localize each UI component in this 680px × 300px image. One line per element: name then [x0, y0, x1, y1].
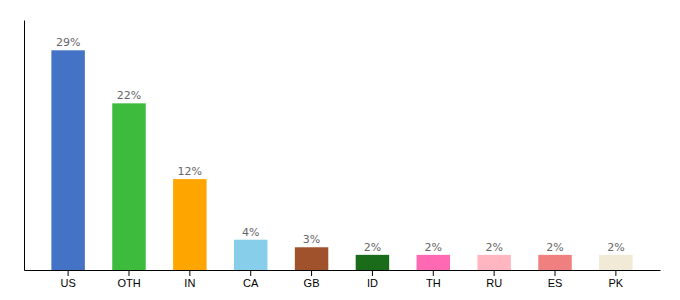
x-tick: ID [367, 270, 378, 289]
x-tick-label: RU [486, 277, 502, 289]
bar [538, 255, 571, 270]
x-tick: IN [184, 270, 195, 289]
x-tick: TH [426, 270, 441, 289]
x-tick: US [60, 270, 75, 289]
data-label: 2% [485, 241, 502, 254]
bar [51, 50, 84, 270]
bar [599, 255, 632, 270]
x-tick-mark [68, 270, 69, 276]
y-axis-line [24, 21, 25, 271]
bars [51, 50, 632, 270]
data-label: 29% [56, 36, 80, 49]
x-tick: ES [548, 270, 563, 289]
x-tick-label: ES [548, 277, 563, 289]
data-labels: 29% 22% 12% 4% 3% 2% 2% 2% 2% 2% [56, 36, 625, 254]
bar [173, 179, 206, 270]
x-axis-line [25, 270, 661, 271]
data-label: 12% [178, 165, 202, 178]
x-tick-mark [372, 270, 373, 276]
y-axis [24, 21, 25, 271]
data-label: 2% [546, 241, 563, 254]
x-tick-mark [189, 270, 190, 276]
data-label: 3% [303, 233, 320, 246]
bar [234, 240, 267, 270]
x-tick-mark [494, 270, 495, 276]
x-tick-label: GB [304, 277, 320, 289]
x-tick-mark [250, 270, 251, 276]
bar [356, 255, 389, 270]
chart: 29% 22% 12% 4% 3% 2% 2% 2% 2% 2% US OTH IN CA GB ID TH RU… [0, 0, 680, 300]
x-axis: US OTH IN CA GB ID TH RU ES PK [25, 270, 661, 289]
x-tick-label: US [60, 277, 75, 289]
x-tick-label: ID [367, 277, 378, 289]
x-tick-mark [615, 270, 616, 276]
x-tick: CA [243, 270, 259, 289]
bar [295, 247, 328, 270]
plot: 29% 22% 12% 4% 3% 2% 2% 2% 2% 2% US OTH IN CA GB ID TH RU… [25, 21, 661, 289]
x-tick: PK [609, 270, 624, 289]
x-tick-label: TH [426, 277, 441, 289]
x-tick-label: IN [184, 277, 195, 289]
data-label: 2% [425, 241, 442, 254]
x-tick-mark [311, 270, 312, 276]
data-label: 2% [607, 241, 624, 254]
bar [112, 103, 145, 270]
x-tick: GB [304, 270, 320, 289]
x-tick-label: PK [609, 277, 624, 289]
data-label: 22% [117, 89, 141, 102]
data-label: 4% [242, 226, 259, 239]
data-label: 2% [364, 241, 381, 254]
x-tick-label: CA [243, 277, 259, 289]
bar [477, 255, 510, 270]
x-tick-mark [433, 270, 434, 276]
x-tick-mark [555, 270, 556, 276]
bar [417, 255, 450, 270]
x-tick: OTH [117, 270, 140, 289]
x-tick: RU [486, 270, 502, 289]
x-tick-label: OTH [117, 277, 140, 289]
x-tick-mark [128, 270, 129, 276]
